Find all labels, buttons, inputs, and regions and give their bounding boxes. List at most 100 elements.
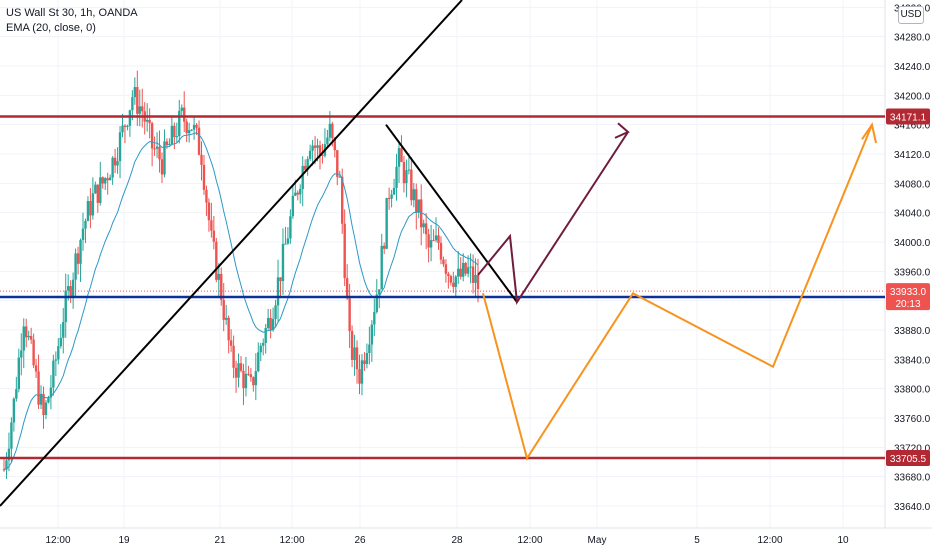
x-tick-label: 12:00 bbox=[757, 535, 782, 546]
candle-body bbox=[54, 359, 58, 361]
candle-body bbox=[111, 157, 114, 178]
candle-body bbox=[336, 150, 339, 177]
candle-body bbox=[133, 87, 137, 98]
candle-body bbox=[271, 318, 275, 330]
price-axis[interactable]: 34320.034280.034240.034200.034160.034120… bbox=[894, 3, 931, 513]
x-tick-label: 26 bbox=[354, 535, 366, 546]
candle-body bbox=[461, 262, 465, 277]
candle-body bbox=[96, 184, 100, 203]
candle-body bbox=[42, 393, 45, 415]
candle-body bbox=[210, 220, 213, 231]
candle-body bbox=[447, 273, 450, 277]
price-level-tag bbox=[886, 449, 930, 466]
candle-body bbox=[353, 347, 356, 360]
candle-body bbox=[227, 317, 230, 341]
candle-body bbox=[34, 365, 38, 372]
chart-legend[interactable]: US Wall St 30, 1h, OANDA EMA (20, close,… bbox=[6, 6, 138, 36]
candle-body bbox=[20, 350, 23, 358]
candle-body bbox=[163, 141, 166, 175]
candle-body bbox=[15, 389, 18, 399]
candle-body bbox=[457, 268, 460, 277]
candle-body bbox=[118, 132, 122, 162]
candle-body bbox=[345, 278, 349, 299]
candle-body bbox=[17, 357, 21, 390]
candle-body bbox=[202, 164, 206, 190]
candle-body bbox=[29, 335, 33, 340]
candle-body bbox=[279, 277, 282, 282]
candle-body bbox=[464, 262, 467, 274]
y-tick-label: 33880.0 bbox=[894, 326, 931, 337]
candle-body bbox=[301, 165, 304, 190]
candle-body bbox=[299, 189, 302, 195]
candle-body bbox=[422, 223, 425, 228]
time-axis[interactable]: 12:00 19 21 12:00 26 28 12:00 May 5 12:00 10 bbox=[45, 535, 849, 546]
candle-body bbox=[370, 324, 374, 345]
candle-body bbox=[215, 241, 218, 280]
candle-body bbox=[476, 274, 480, 290]
drawings[interactable] bbox=[0, 0, 877, 507]
candle-body bbox=[387, 198, 391, 200]
candle-body bbox=[296, 192, 299, 195]
candle-body bbox=[138, 106, 141, 114]
candle-body bbox=[444, 264, 448, 274]
currency-badge[interactable]: USD bbox=[898, 6, 924, 24]
ascending-trend-line bbox=[0, 0, 463, 507]
candle-body bbox=[321, 155, 324, 157]
candle-body bbox=[101, 177, 104, 184]
candle-body bbox=[47, 397, 50, 403]
candle-body bbox=[37, 371, 40, 405]
candle-body bbox=[397, 148, 401, 167]
candle-body bbox=[12, 398, 16, 423]
candle-body bbox=[145, 119, 149, 122]
candle-body bbox=[303, 165, 307, 170]
x-tick-label: 19 bbox=[118, 535, 130, 546]
candle-body bbox=[405, 170, 408, 184]
y-tick-label: 34120.0 bbox=[894, 150, 931, 161]
candle-body bbox=[27, 335, 30, 338]
candle-body bbox=[237, 363, 240, 378]
candle-body bbox=[244, 373, 248, 389]
candle-body bbox=[449, 276, 453, 283]
candle-body bbox=[358, 369, 361, 384]
ema-indicator-label[interactable]: EMA (20, close, 0) bbox=[6, 22, 96, 34]
candle-body bbox=[338, 176, 341, 178]
candle-body bbox=[86, 201, 90, 221]
candle-body bbox=[160, 159, 164, 175]
candle-body bbox=[185, 121, 188, 134]
y-tick-label: 33800.0 bbox=[894, 385, 931, 396]
candle-body bbox=[242, 370, 245, 389]
candle-body bbox=[355, 347, 359, 370]
candle-body bbox=[104, 178, 107, 184]
candle-body bbox=[306, 158, 309, 170]
candle-body bbox=[170, 125, 174, 145]
candle-body bbox=[200, 154, 203, 165]
candle-body bbox=[365, 353, 369, 364]
candle-body bbox=[407, 169, 411, 171]
horizontal-levels[interactable] bbox=[0, 115, 885, 460]
candle-body bbox=[281, 243, 285, 282]
candle-body bbox=[368, 344, 371, 354]
bar-countdown: 20:13 bbox=[895, 299, 920, 310]
candle-body bbox=[178, 110, 181, 137]
y-tick-label: 33720.0 bbox=[894, 443, 931, 454]
candle-body bbox=[123, 125, 127, 127]
candle-body bbox=[415, 189, 418, 213]
candle-body bbox=[291, 195, 295, 217]
candle-body bbox=[155, 146, 159, 149]
candle-body bbox=[128, 110, 132, 126]
candle-body bbox=[239, 363, 243, 371]
candle-body bbox=[195, 124, 198, 128]
candle-body bbox=[420, 199, 423, 228]
candle-body bbox=[52, 360, 55, 388]
price-level-tag bbox=[886, 108, 930, 125]
candle-body bbox=[382, 245, 386, 249]
candle-body bbox=[57, 346, 60, 360]
candle-body bbox=[168, 144, 171, 146]
candle-body bbox=[375, 294, 378, 312]
symbol-title[interactable]: US Wall St 30, 1h, OANDA bbox=[6, 7, 138, 19]
candle-body bbox=[308, 150, 312, 159]
candle-body bbox=[141, 106, 144, 112]
candle-body bbox=[363, 360, 366, 364]
